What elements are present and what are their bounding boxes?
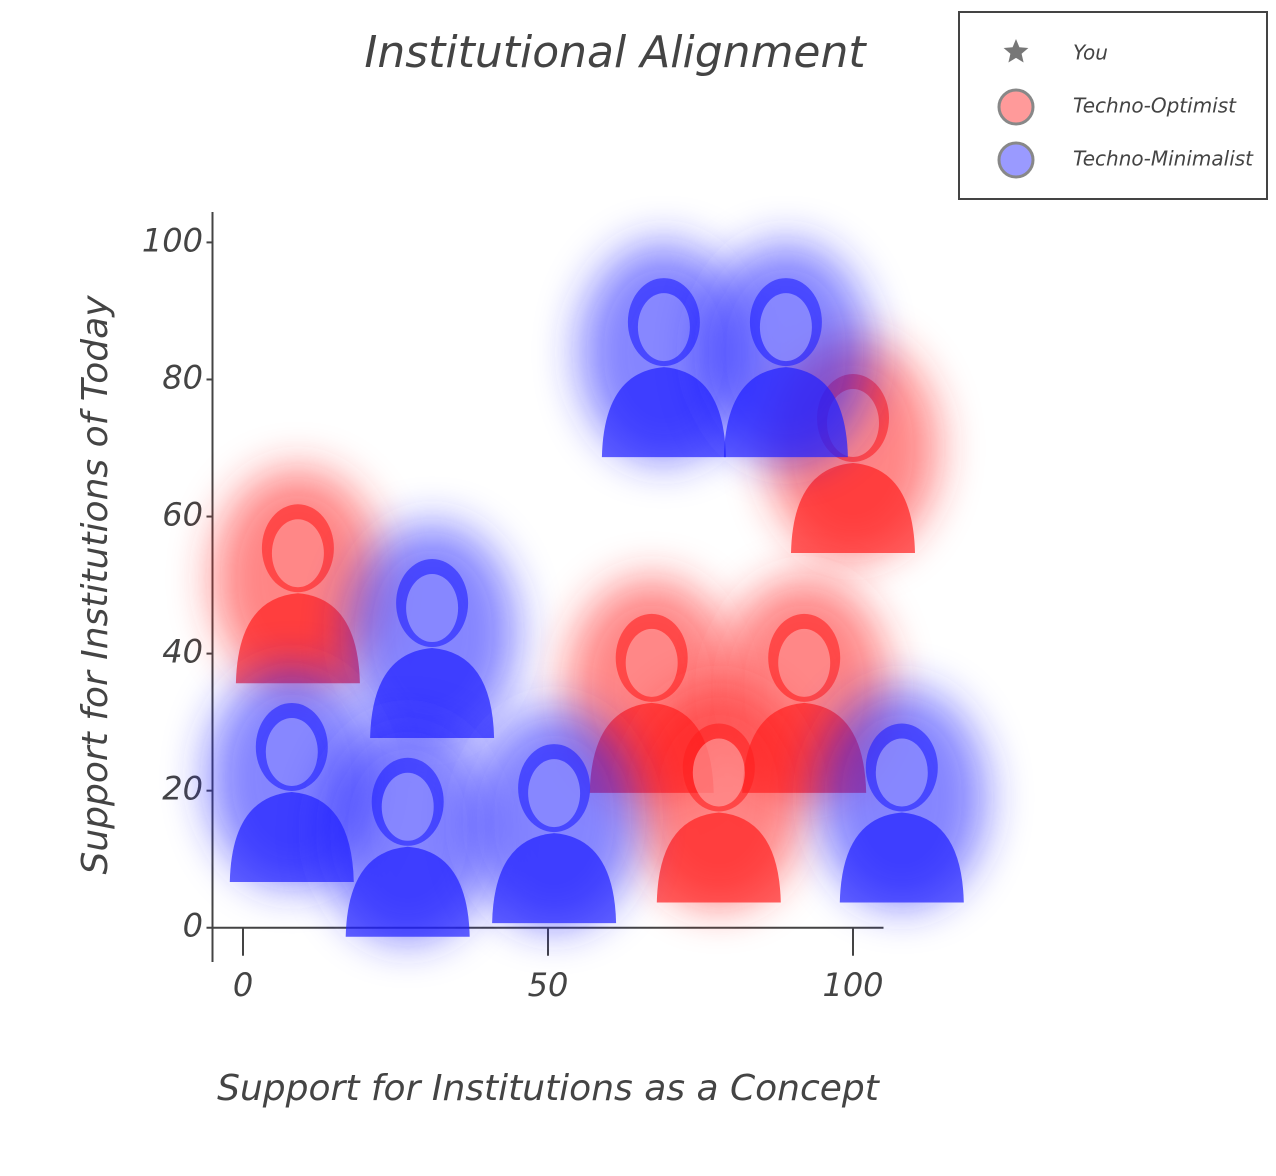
person-body: [345, 846, 470, 937]
person-point: [322, 721, 493, 942]
person-point: [212, 468, 383, 689]
x-tick-label: 100: [822, 966, 883, 1004]
person-face: [528, 759, 581, 828]
person-head: [255, 702, 328, 791]
person-face: [875, 738, 928, 807]
person-face: [381, 772, 434, 841]
person-body: [235, 593, 360, 684]
person-body: [723, 367, 848, 458]
person-body: [229, 791, 354, 882]
person-head: [371, 757, 444, 846]
person-face: [625, 628, 678, 697]
person-head: [518, 744, 591, 833]
y-tick-label: 20: [162, 770, 203, 808]
person-body: [791, 463, 915, 554]
legend-label: You: [1073, 41, 1108, 65]
person-point: [347, 523, 518, 744]
chart-title: Institutional Alignment: [364, 27, 867, 78]
person-body: [370, 648, 495, 739]
person-body: [601, 367, 726, 458]
y-tick-label: 100: [142, 221, 203, 259]
person-body: [656, 812, 781, 903]
legend-label: Techno-Optimist: [1073, 94, 1237, 118]
person-face: [406, 574, 459, 643]
person-face: [778, 628, 831, 697]
person-body: [492, 833, 617, 924]
y-tick-label: 80: [162, 358, 203, 396]
person-face: [265, 717, 318, 786]
x-tick-label: 50: [528, 966, 569, 1004]
person-face: [637, 293, 690, 362]
legend-label: Techno-Minimalist: [1073, 147, 1254, 171]
person-head: [768, 613, 841, 702]
person-point: [469, 708, 640, 929]
y-tick-label: 40: [162, 633, 203, 671]
person-head: [261, 504, 334, 593]
person-body: [839, 812, 964, 903]
person-face: [271, 519, 324, 588]
person-head: [396, 559, 469, 648]
y-tick-label: 60: [162, 496, 203, 534]
person-point: [578, 242, 749, 463]
legend-marker: [997, 141, 1035, 179]
person-point: [700, 242, 871, 463]
x-axis-label: Support for Institutions as a Concept: [217, 1068, 881, 1109]
person-head: [682, 723, 755, 812]
person-head: [615, 613, 688, 702]
person-head: [627, 278, 700, 367]
person-head: [865, 723, 938, 812]
plot-area: 0 50 100 0 20 40 60 80 100: [142, 212, 987, 1004]
legend: You Techno-Optimist Techno-Minimalist: [958, 11, 1268, 200]
y-axis-label: Support for Institutions of Today: [75, 295, 116, 875]
legend-marker: [1003, 39, 1029, 63]
person-point: [816, 687, 987, 908]
person-head: [749, 278, 822, 367]
x-tick-label: 0: [233, 966, 253, 1004]
person-face: [692, 738, 745, 807]
person-face: [759, 293, 812, 362]
legend-box: [958, 11, 1268, 200]
person-point: [633, 687, 804, 908]
legend-marker: [997, 88, 1035, 126]
y-tick-label: 0: [183, 907, 203, 945]
